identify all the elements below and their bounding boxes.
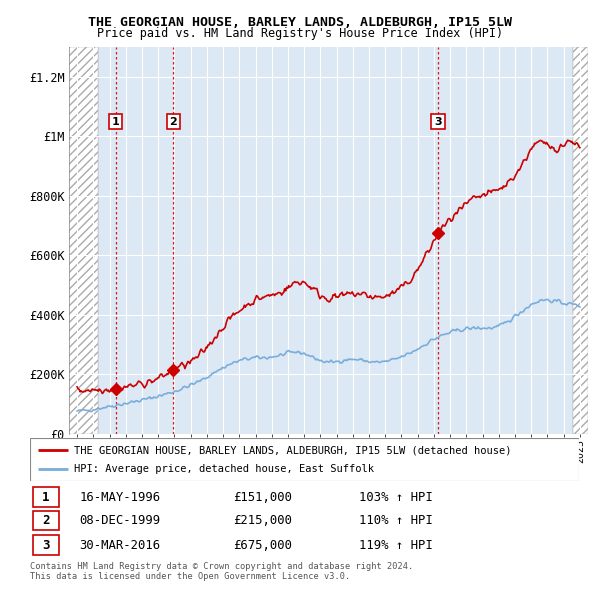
FancyBboxPatch shape (33, 536, 59, 555)
Bar (574, 47, 588, 434)
Text: HPI: Average price, detached house, East Suffolk: HPI: Average price, detached house, East… (74, 464, 374, 474)
Text: 1: 1 (42, 490, 50, 504)
FancyBboxPatch shape (33, 487, 59, 507)
Text: 103% ↑ HPI: 103% ↑ HPI (359, 490, 433, 504)
Text: 3: 3 (42, 539, 50, 552)
Text: Contains HM Land Registry data © Crown copyright and database right 2024.
This d: Contains HM Land Registry data © Crown c… (30, 562, 413, 581)
Text: £215,000: £215,000 (233, 514, 292, 527)
FancyBboxPatch shape (33, 511, 59, 530)
Text: 119% ↑ HPI: 119% ↑ HPI (359, 539, 433, 552)
Text: 2: 2 (42, 514, 50, 527)
Text: THE GEORGIAN HOUSE, BARLEY LANDS, ALDEBURGH, IP15 5LW: THE GEORGIAN HOUSE, BARLEY LANDS, ALDEBU… (88, 16, 512, 29)
Text: 08-DEC-1999: 08-DEC-1999 (79, 514, 161, 527)
FancyBboxPatch shape (30, 438, 579, 481)
Text: 2: 2 (169, 116, 177, 126)
Text: Price paid vs. HM Land Registry's House Price Index (HPI): Price paid vs. HM Land Registry's House … (97, 27, 503, 40)
Bar (69, 47, 98, 434)
Bar (574, 47, 588, 434)
Text: 1: 1 (112, 116, 119, 126)
Text: 3: 3 (434, 116, 442, 126)
Text: 110% ↑ HPI: 110% ↑ HPI (359, 514, 433, 527)
Text: £675,000: £675,000 (233, 539, 292, 552)
Text: THE GEORGIAN HOUSE, BARLEY LANDS, ALDEBURGH, IP15 5LW (detached house): THE GEORGIAN HOUSE, BARLEY LANDS, ALDEBU… (74, 445, 511, 455)
Text: 30-MAR-2016: 30-MAR-2016 (79, 539, 161, 552)
Bar (69, 47, 98, 434)
Text: 16-MAY-1996: 16-MAY-1996 (79, 490, 161, 504)
Bar (69, 47, 98, 434)
Bar (574, 47, 588, 434)
Text: £151,000: £151,000 (233, 490, 292, 504)
